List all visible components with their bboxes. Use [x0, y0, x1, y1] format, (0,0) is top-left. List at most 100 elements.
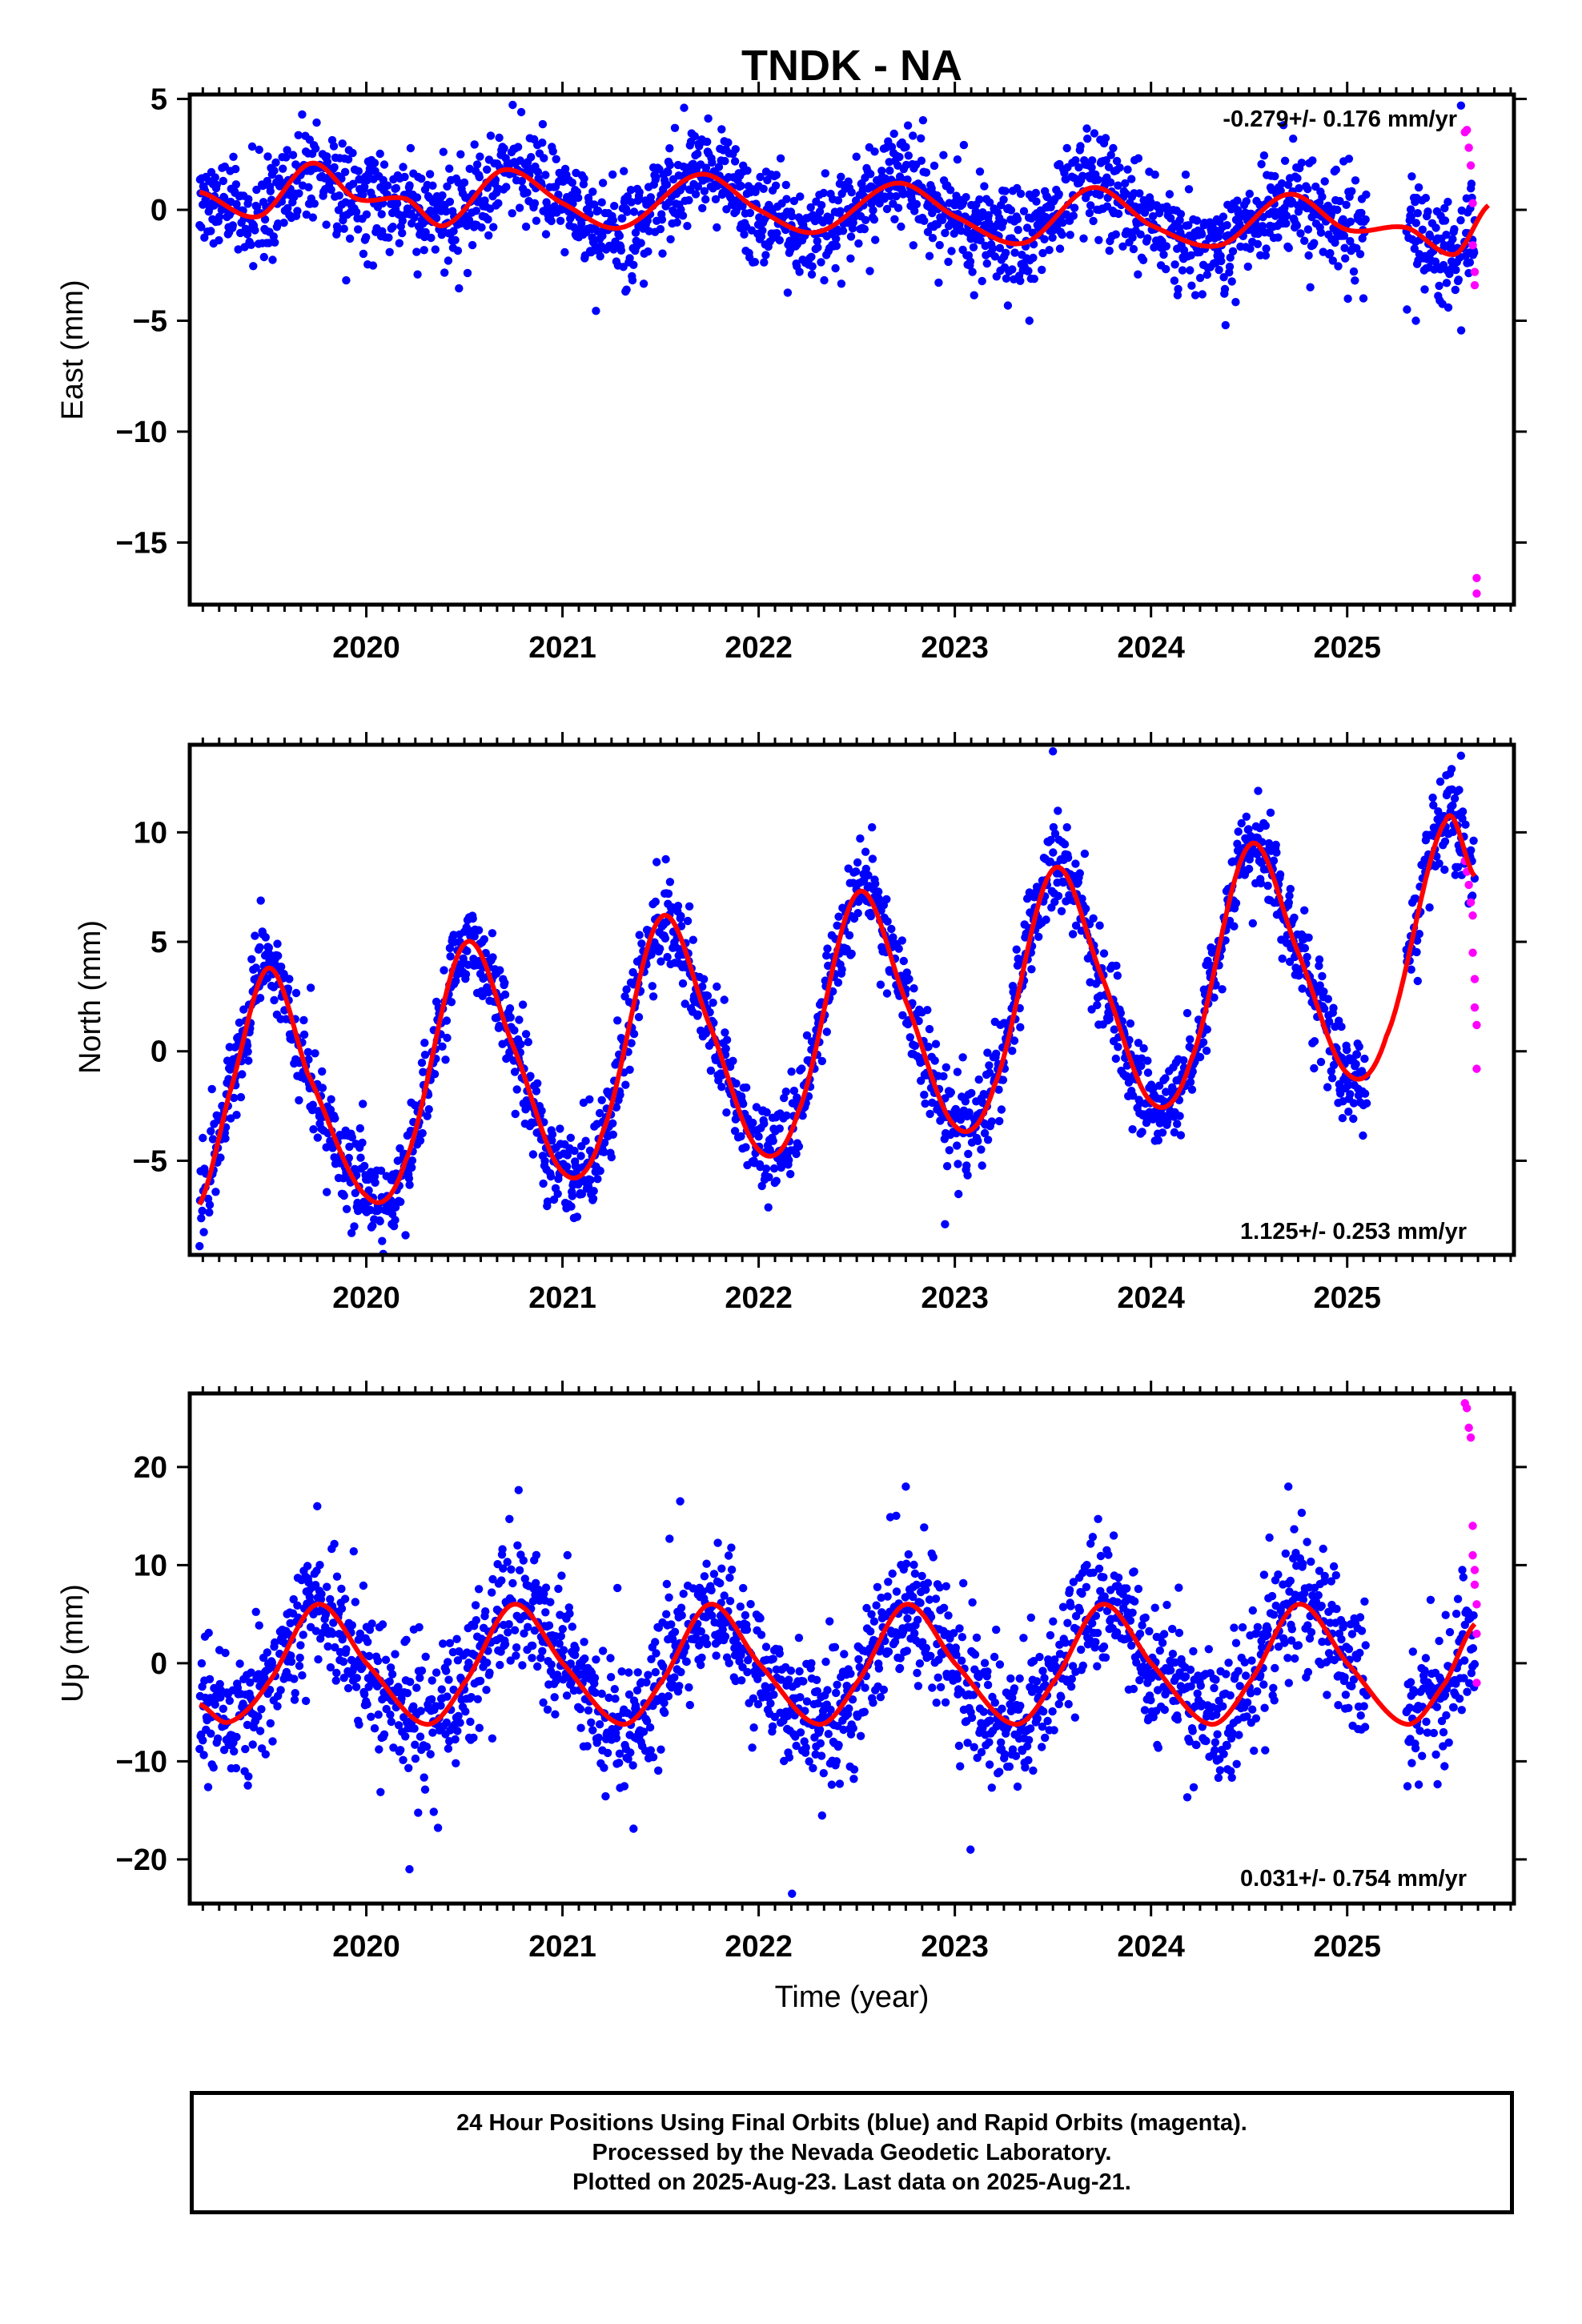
- final-orbit-point: [318, 1067, 327, 1076]
- final-orbit-point: [974, 1075, 983, 1084]
- final-orbit-point: [1179, 1055, 1188, 1065]
- final-orbit-point: [1443, 197, 1452, 207]
- final-orbit-point: [368, 261, 378, 270]
- final-orbit-point: [352, 1674, 361, 1683]
- final-orbit-point: [910, 1041, 920, 1051]
- final-orbit-point: [898, 1011, 907, 1020]
- final-orbit-point: [500, 990, 510, 999]
- final-orbit-point: [299, 1030, 309, 1039]
- final-orbit-point: [375, 1745, 383, 1754]
- final-orbit-point: [1346, 217, 1355, 226]
- final-orbit-point: [521, 222, 531, 231]
- final-orbit-point: [261, 1750, 270, 1759]
- final-orbit-point: [1114, 209, 1123, 219]
- final-orbit-point: [1425, 903, 1434, 912]
- final-orbit-point: [370, 159, 379, 167]
- final-orbit-point: [724, 138, 733, 147]
- final-orbit-point: [1442, 231, 1451, 239]
- final-orbit-point: [721, 1028, 729, 1037]
- final-orbit-point: [474, 926, 484, 935]
- chart-title: TNDK - NA: [741, 42, 962, 90]
- final-orbit-point: [666, 235, 675, 243]
- final-orbit-point: [1220, 284, 1230, 294]
- final-orbit-point: [505, 1004, 515, 1013]
- final-orbit-point: [528, 1150, 538, 1159]
- final-orbit-point: [976, 235, 985, 245]
- final-orbit-point: [673, 218, 681, 227]
- final-orbit-point: [234, 245, 243, 254]
- final-orbit-point: [378, 1236, 387, 1245]
- final-orbit-points: [195, 1482, 1480, 1898]
- final-orbit-point: [954, 1160, 962, 1168]
- final-orbit-point: [1199, 1038, 1208, 1047]
- final-orbit-point: [330, 163, 339, 172]
- final-orbit-point: [408, 1156, 417, 1165]
- final-orbit-point: [247, 955, 256, 964]
- final-orbit-point: [1329, 1060, 1339, 1070]
- final-orbit-point: [837, 279, 846, 288]
- final-orbit-point: [656, 957, 665, 966]
- final-orbit-point: [520, 82, 528, 90]
- final-orbit-point: [197, 1214, 206, 1223]
- final-orbit-point: [995, 243, 1005, 252]
- final-orbit-point: [775, 1124, 784, 1133]
- final-orbit-point: [473, 1695, 482, 1703]
- final-orbit-point: [488, 953, 497, 962]
- final-orbit-point: [216, 1153, 225, 1162]
- final-orbit-point: [1162, 264, 1170, 274]
- rapid-orbit-point: [1466, 161, 1476, 170]
- final-orbit-point: [1186, 251, 1195, 259]
- final-orbit-point: [506, 1656, 515, 1665]
- final-orbit-point: [928, 208, 937, 218]
- final-orbit-point: [236, 1092, 246, 1102]
- final-orbit-point: [871, 879, 880, 888]
- final-orbit-point: [1125, 1035, 1134, 1044]
- final-orbit-point: [394, 1683, 403, 1691]
- final-orbit-point: [941, 228, 950, 238]
- final-orbit-point: [444, 1744, 453, 1753]
- final-orbit-point: [1413, 976, 1423, 986]
- final-orbit-point: [1315, 961, 1323, 971]
- final-orbit-point: [360, 1161, 369, 1171]
- final-orbit-point: [349, 1547, 358, 1556]
- final-orbit-point: [860, 224, 869, 234]
- final-orbit-point: [389, 1743, 398, 1752]
- final-orbit-point: [268, 255, 277, 264]
- final-orbit-point: [451, 1735, 460, 1744]
- final-orbit-point: [1210, 993, 1219, 1002]
- final-orbit-point: [533, 167, 543, 176]
- final-orbit-point: [207, 227, 215, 235]
- final-orbit-point: [1002, 248, 1010, 257]
- rapid-orbit-point: [1472, 589, 1481, 598]
- final-orbit-point: [817, 1056, 826, 1066]
- final-orbit-point: [247, 142, 257, 151]
- final-orbit-point: [962, 193, 970, 202]
- final-orbit-point: [1019, 207, 1029, 215]
- final-orbit-point: [787, 1068, 796, 1076]
- final-orbit-point: [279, 219, 288, 227]
- final-orbit-point: [255, 1621, 263, 1630]
- y-tick-label: 5: [151, 83, 167, 117]
- final-orbit-point: [195, 1744, 204, 1754]
- final-orbit-point: [1062, 822, 1071, 832]
- final-orbit-point: [752, 1103, 761, 1112]
- final-orbit-point: [1111, 1054, 1121, 1063]
- final-orbit-point: [338, 139, 347, 148]
- final-orbit-point: [870, 147, 879, 156]
- final-orbit-point: [1080, 849, 1090, 858]
- final-orbit-point: [1127, 175, 1136, 183]
- final-orbit-point: [283, 984, 293, 993]
- final-orbit-point: [411, 1740, 420, 1749]
- final-orbit-point: [359, 1100, 367, 1108]
- final-orbit-point: [1253, 239, 1263, 248]
- final-orbit-point: [1295, 183, 1303, 193]
- final-orbit-point: [854, 239, 863, 248]
- final-orbit-point: [1248, 919, 1258, 928]
- final-orbit-point: [1318, 971, 1327, 981]
- final-orbit-point: [629, 207, 639, 216]
- final-orbit-point: [600, 1148, 608, 1156]
- final-orbit-point: [445, 1638, 455, 1647]
- final-orbit-point: [1079, 234, 1088, 243]
- final-orbit-point: [263, 152, 272, 161]
- final-orbit-point: [264, 1664, 273, 1674]
